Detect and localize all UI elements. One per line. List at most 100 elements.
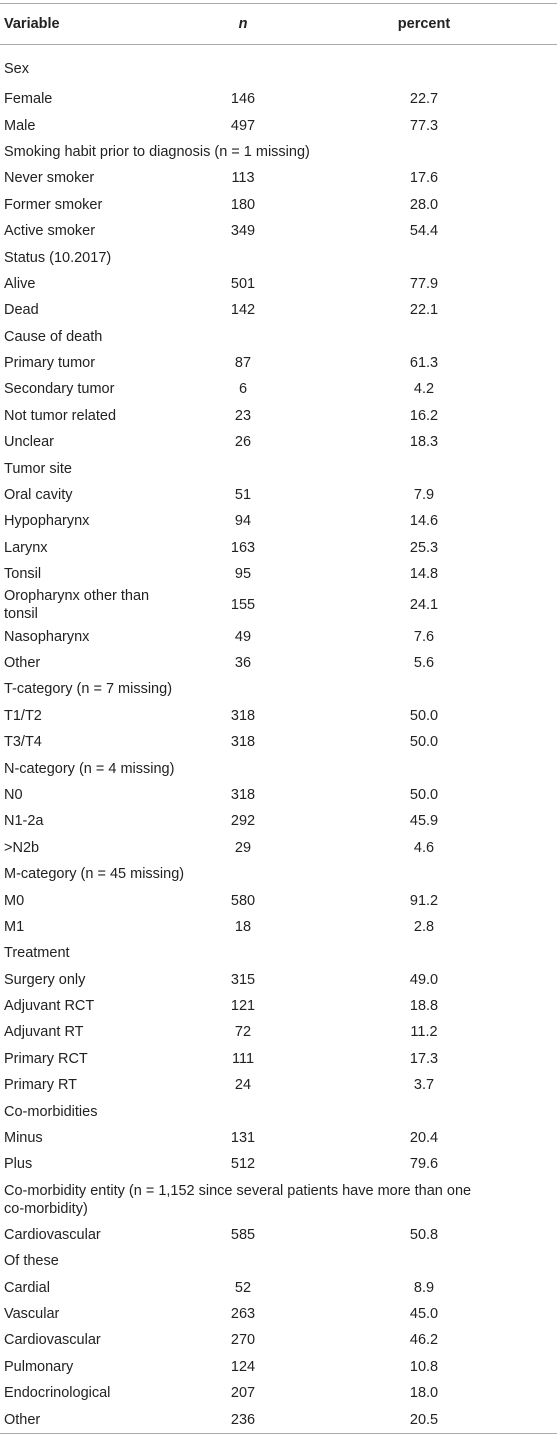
n-cell: 94 xyxy=(234,513,252,530)
n-cell: 318 xyxy=(230,734,256,751)
data-row: Tonsil 95 14.8 xyxy=(0,561,557,587)
variable-cell: Former smoker xyxy=(4,196,103,213)
section-cell: Treatment xyxy=(0,940,557,966)
data-row: Female 146 22.7 xyxy=(0,86,557,112)
section-cell: M-category (n = 45 missing) xyxy=(0,861,557,887)
variable-cell: Primary tumor xyxy=(4,355,96,372)
variable-cell: Larynx xyxy=(4,539,48,556)
n-cell: 146 xyxy=(230,91,256,108)
percent-cell: 50.8 xyxy=(409,1226,439,1243)
percent-cell: 24.1 xyxy=(409,597,439,614)
percent-cell: 25.3 xyxy=(409,539,439,556)
n-cell: 49 xyxy=(234,628,252,645)
percent-cell: 20.5 xyxy=(316,1406,557,1434)
variable-cell: Surgery only xyxy=(4,971,86,988)
n-cell: 24 xyxy=(234,1077,252,1094)
table-header: Variable n percent xyxy=(0,3,557,45)
section-label: N-category (n = 4 missing) xyxy=(4,760,175,777)
variable-cell: Plus xyxy=(4,1156,33,1173)
data-row: Endocrinological 207 18.0 xyxy=(0,1380,557,1406)
data-row: N0 318 50.0 xyxy=(0,782,557,808)
n-cell: 236 xyxy=(170,1406,316,1434)
n-cell: 318 xyxy=(230,707,256,724)
section-cell: Co-morbidity entity (n = 1,152 since sev… xyxy=(0,1178,557,1222)
variable-cell: Adjuvant RT xyxy=(4,1024,84,1041)
n-cell: 163 xyxy=(230,539,256,556)
variable-cell: Tonsil xyxy=(4,566,42,583)
percent-cell: 45.9 xyxy=(409,813,439,830)
section-cell: Smoking habit prior to diagnosis (n = 1 … xyxy=(0,139,557,165)
variable-cell: Cardiovascular xyxy=(4,1332,101,1349)
percent-cell: 17.3 xyxy=(409,1050,439,1067)
n-cell: 349 xyxy=(230,223,256,240)
percent-cell: 4.2 xyxy=(413,381,435,398)
section-label: Cause of death xyxy=(4,328,103,345)
n-cell: 315 xyxy=(230,971,256,988)
percent-cell: 50.0 xyxy=(409,707,439,724)
section-cell: T-category (n = 7 missing) xyxy=(0,676,557,702)
variable-cell: Alive xyxy=(4,275,36,292)
n-cell: 180 xyxy=(230,196,256,213)
percent-cell: 79.6 xyxy=(409,1156,439,1173)
percent-cell: 61.3 xyxy=(409,355,439,372)
section-label: Treatment xyxy=(4,945,70,962)
data-row: Adjuvant RCT 121 18.8 xyxy=(0,993,557,1019)
section-cell: N-category (n = 4 missing) xyxy=(0,755,557,781)
variable-cell: Primary RCT xyxy=(4,1050,88,1067)
data-row: Male 497 77.3 xyxy=(0,112,557,138)
percent-cell: 3.7 xyxy=(413,1077,435,1094)
percent-cell: 50.0 xyxy=(409,734,439,751)
variable-cell: >N2b xyxy=(4,839,40,856)
data-row: Vascular 263 45.0 xyxy=(0,1301,557,1327)
variable-cell: Female xyxy=(4,91,53,108)
n-cell: 87 xyxy=(234,355,252,372)
variable-cell: Minus xyxy=(4,1130,43,1147)
percent-cell: 7.6 xyxy=(413,628,435,645)
n-cell: 23 xyxy=(234,407,252,424)
data-row: Oropharynx other than tonsil 155 24.1 xyxy=(0,587,557,623)
section-row: Co-morbidities xyxy=(0,1098,557,1124)
variable-cell: Male xyxy=(4,117,36,134)
data-row: Alive 501 77.9 xyxy=(0,271,557,297)
data-row: M1 18 2.8 xyxy=(0,914,557,940)
header-cell: n xyxy=(170,3,316,45)
variable-cell: T1/T2 xyxy=(4,707,42,724)
n-cell: 270 xyxy=(230,1332,256,1349)
section-label: Sex xyxy=(4,61,29,77)
data-row: Surgery only 315 49.0 xyxy=(0,967,557,993)
variable-cell: Hypopharynx xyxy=(4,513,90,530)
variable-cell: T3/T4 xyxy=(4,734,42,751)
n-cell: 292 xyxy=(230,813,256,830)
n-cell: 585 xyxy=(230,1226,256,1243)
data-row: T3/T4 318 50.0 xyxy=(0,729,557,755)
data-row: Larynx 163 25.3 xyxy=(0,535,557,561)
data-row: Unclear 26 18.3 xyxy=(0,429,557,455)
section-label: Tumor site xyxy=(4,460,72,477)
section-row: Status (10.2017) xyxy=(0,244,557,270)
section-row: Co-morbidity entity (n = 1,152 since sev… xyxy=(0,1178,557,1222)
variable-cell: Not tumor related xyxy=(4,407,117,424)
n-cell: 52 xyxy=(234,1279,252,1296)
variable-cell: Other xyxy=(4,655,41,671)
percent-cell: 77.3 xyxy=(409,117,439,134)
section-label: Status (10.2017) xyxy=(4,249,112,266)
data-row: Nasopharynx 49 7.6 xyxy=(0,623,557,649)
data-row: Other 236 20.5 xyxy=(0,1406,557,1434)
percent-cell: 2.8 xyxy=(413,918,435,935)
section-row: Smoking habit prior to diagnosis (n = 1 … xyxy=(0,139,557,165)
variable-cell: Endocrinological xyxy=(4,1385,111,1402)
variable-cell: Oral cavity xyxy=(4,487,73,504)
section-cell: Sex xyxy=(0,45,557,87)
variable-cell: Dead xyxy=(4,302,39,319)
data-row: Primary RCT 111 17.3 xyxy=(0,1046,557,1072)
variable-cell: Cardiovascular xyxy=(4,1226,101,1243)
n-cell: 18 xyxy=(234,918,252,935)
header-row: Variable n percent xyxy=(0,3,557,45)
data-row: Cardiovascular 585 50.8 xyxy=(0,1222,557,1248)
variable-cell: M0 xyxy=(4,892,25,909)
section-label: M-category (n = 45 missing) xyxy=(4,866,185,883)
percent-cell: 54.4 xyxy=(409,223,439,240)
percent-cell: 49.0 xyxy=(409,971,439,988)
variable-cell: N0 xyxy=(4,786,23,803)
percent-cell: 14.6 xyxy=(409,513,439,530)
